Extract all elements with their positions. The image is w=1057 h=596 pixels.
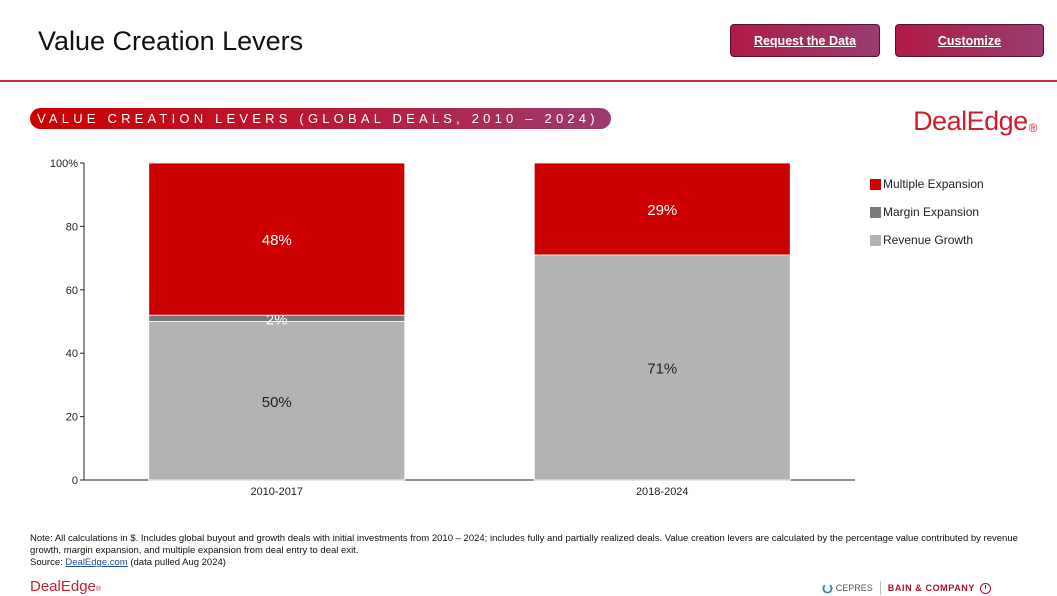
bain-power-icon <box>980 582 991 594</box>
y-tick-label: 100% <box>50 158 78 170</box>
stacked-bar-chart: 0 20 40 60 80 100% 50% 2% 48% 2010-2017 71% 29% 2018… <box>50 158 855 498</box>
legend-item-margin-expansion: Margin Expansion <box>870 198 984 226</box>
request-data-button[interactable]: Request the Data <box>730 24 880 57</box>
bar-segment <box>148 321 406 481</box>
legend-label: Multiple Expansion <box>883 177 984 191</box>
bain-logo: BAIN & COMPANY <box>887 583 975 593</box>
legend-label: Margin Expansion <box>883 205 980 219</box>
source-prefix: Source: <box>30 557 66 568</box>
data-label: 48% <box>262 232 292 249</box>
source-suffix: (data pulled Aug 2024) <box>127 557 226 568</box>
y-tick-label: 80 <box>66 221 78 233</box>
footer-dealedge-logo: DealEdge® <box>30 578 101 595</box>
dealedge-logo-text: DealEdge <box>913 106 1028 136</box>
x-tick-label: 2018-2024 <box>636 486 689 498</box>
bar-segment <box>148 162 406 316</box>
data-label: 29% <box>647 202 677 219</box>
partner-logos: CEPRES BAIN & COMPANY <box>822 581 991 595</box>
legend-swatch-multiple-expansion <box>870 178 881 190</box>
chart-title: VALUE CREATION LEVERS (GLOBAL DEALS, 201… <box>30 108 611 129</box>
header-divider <box>0 80 1057 82</box>
customize-button[interactable]: Customize <box>895 24 1044 57</box>
source-link[interactable]: DealEdge.com <box>65 557 128 568</box>
legend-item-multiple-expansion: Multiple Expansion <box>870 170 984 198</box>
cepres-icon <box>822 582 833 594</box>
legend-swatch-margin-expansion <box>870 206 881 218</box>
legend-swatch-revenue-growth <box>870 234 881 246</box>
x-tick-label: 2010-2017 <box>250 486 303 498</box>
legend-item-revenue-growth: Revenue Growth <box>870 226 984 254</box>
footnote-text: Note: All calculations in $. Includes gl… <box>30 533 1018 556</box>
data-label: 2% <box>266 311 288 328</box>
page-title: Value Creation Levers <box>38 26 304 56</box>
y-tick-label: 60 <box>66 285 78 297</box>
legend-label: Revenue Growth <box>883 233 974 247</box>
y-tick-label: 20 <box>66 412 78 424</box>
dealedge-logo: DealEdge® <box>913 106 1037 137</box>
footer-logo-text: DealEdge <box>30 578 96 595</box>
data-label: 50% <box>262 394 292 411</box>
chart-legend: Multiple Expansion Margin Expansion Reve… <box>870 170 984 254</box>
source-line: Source: DealEdge.com (data pulled Aug 20… <box>30 557 1040 569</box>
y-tick-label: 0 <box>72 475 78 487</box>
bar-segment <box>533 162 791 256</box>
footer-registered-mark: ® <box>95 586 102 593</box>
data-label: 71% <box>647 360 677 377</box>
partner-divider <box>879 581 881 595</box>
cepres-logo: CEPRES <box>835 583 873 593</box>
registered-mark: ® <box>1028 121 1038 135</box>
bar-segment <box>533 254 791 481</box>
footnote: Note: All calculations in $. Includes gl… <box>30 533 1040 569</box>
y-tick-label: 40 <box>66 348 78 360</box>
